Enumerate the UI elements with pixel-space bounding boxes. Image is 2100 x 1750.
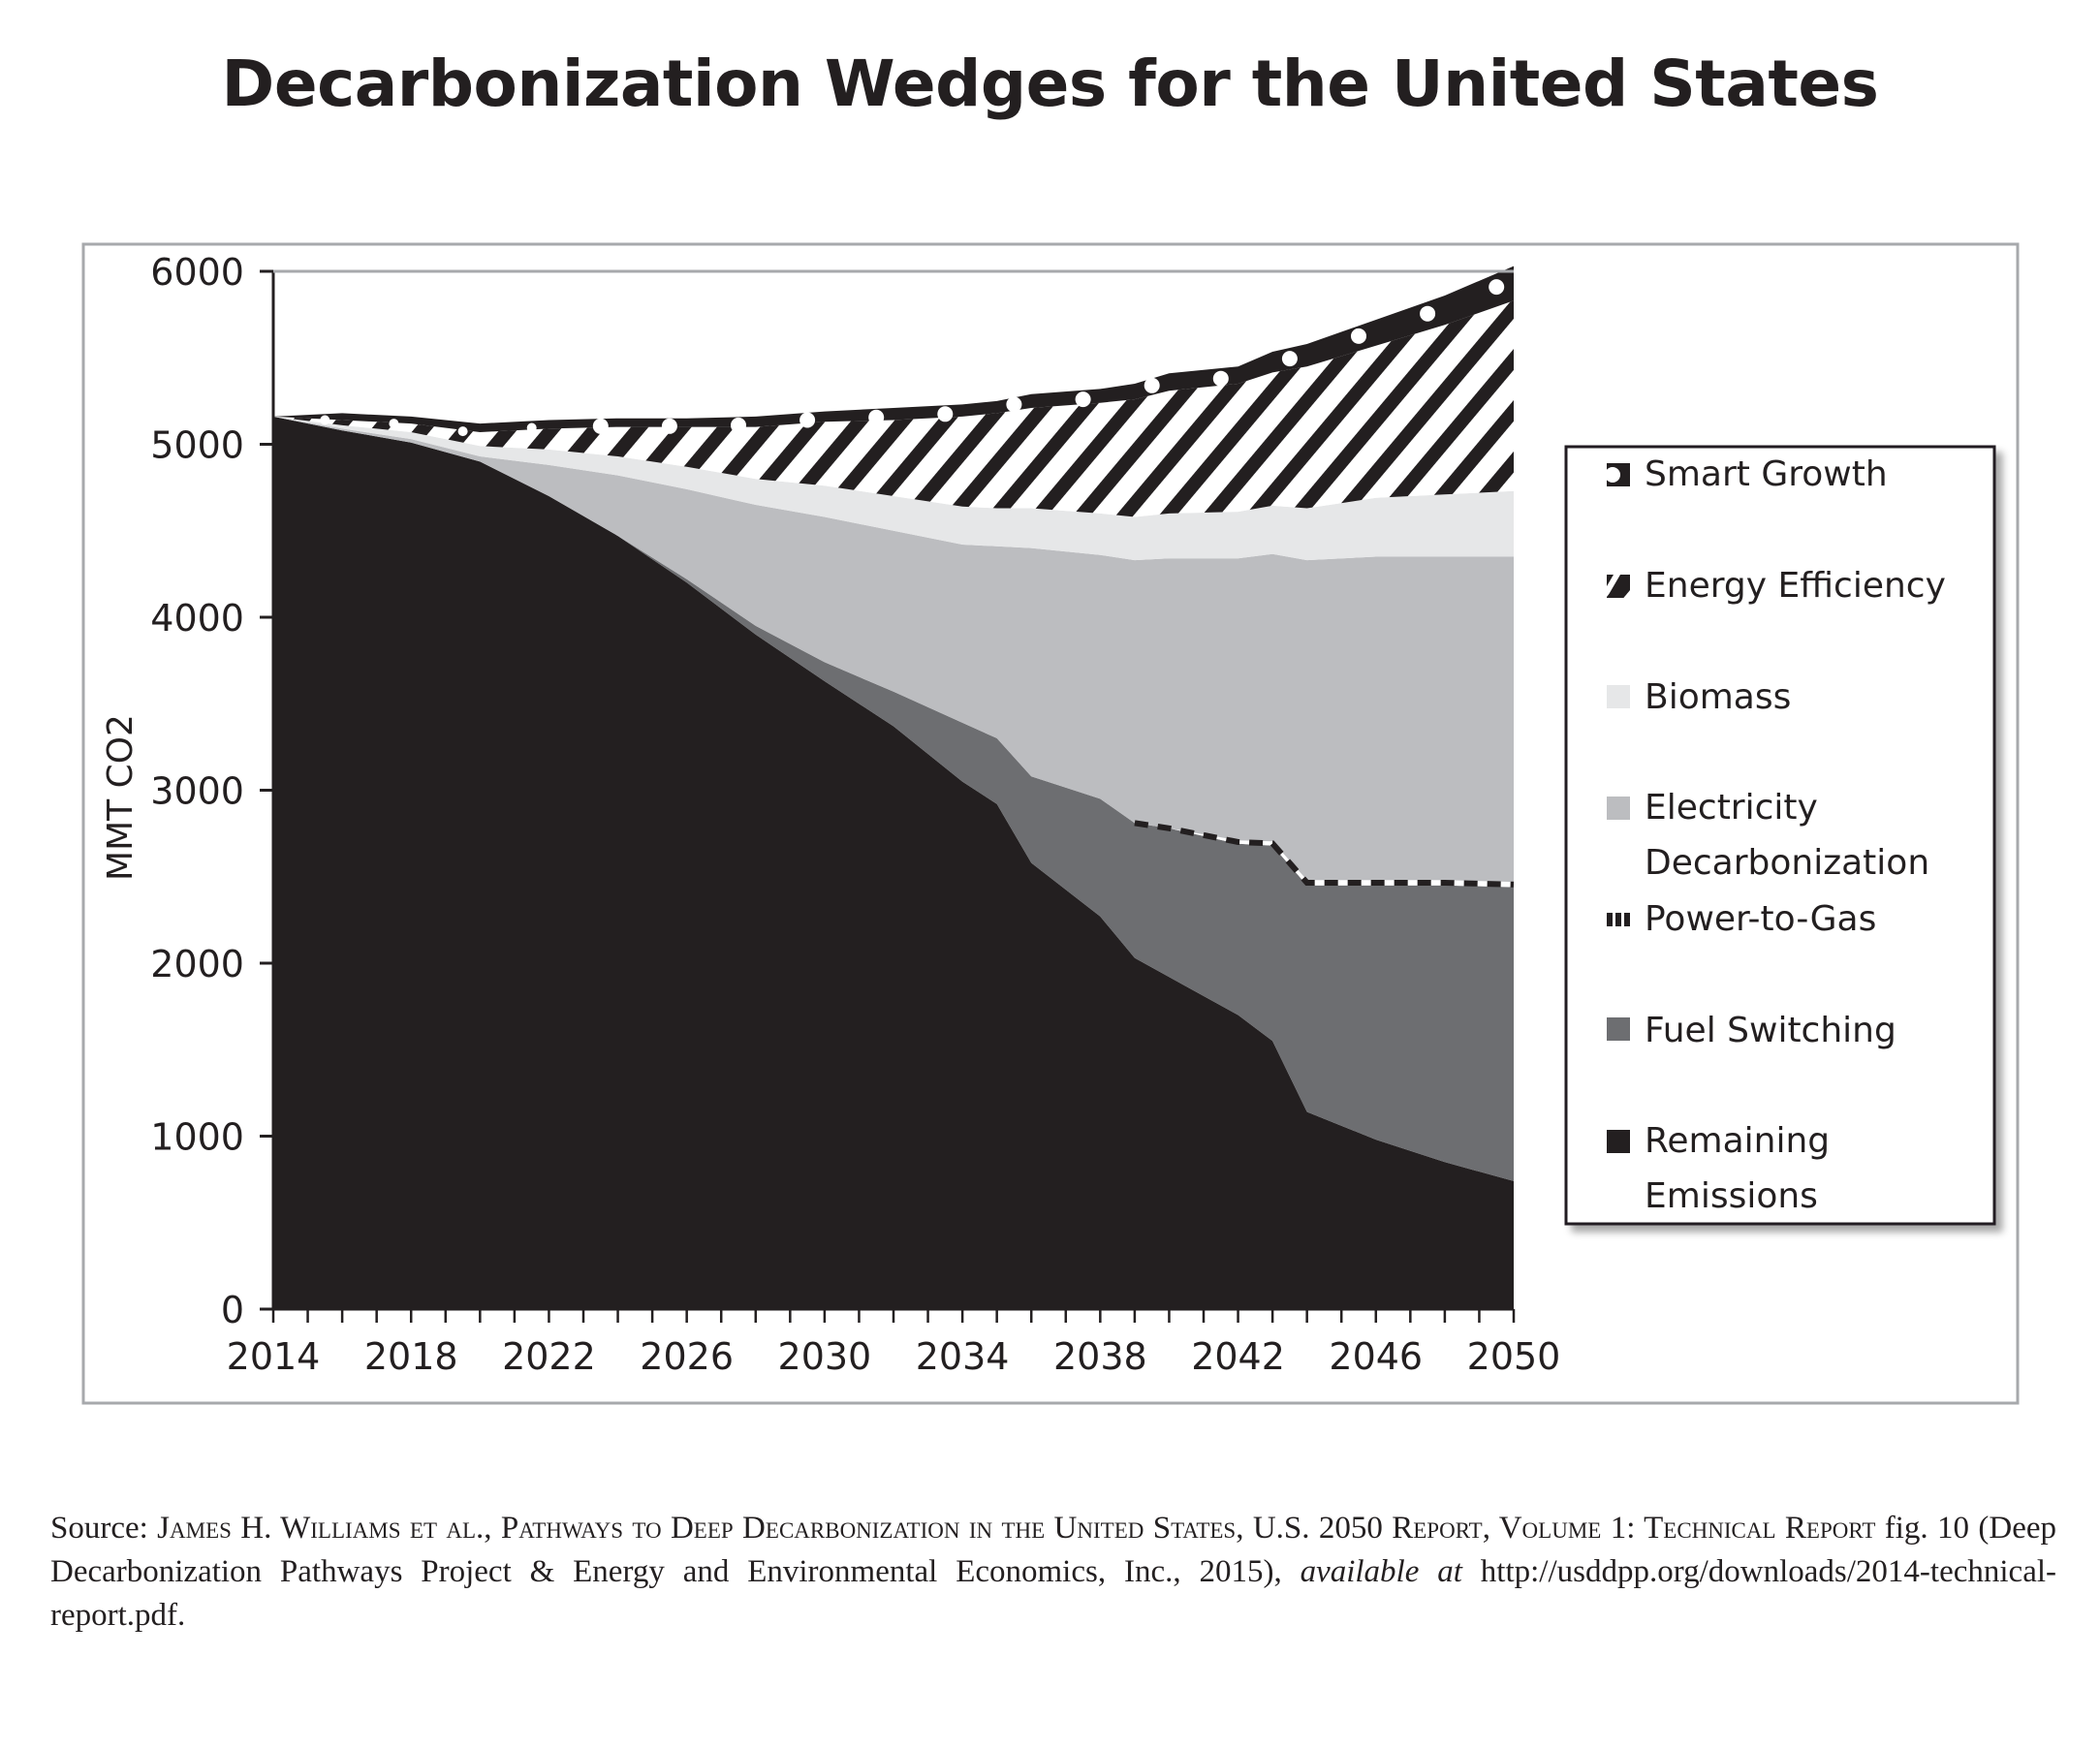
y-tick-label: 6000	[150, 251, 244, 294]
y-tick-label: 4000	[150, 597, 244, 640]
legend-swatch-smart-growth	[1605, 463, 1630, 486]
legend-swatch-remaining-emissions	[1607, 1130, 1630, 1153]
stacked-areas	[273, 266, 1515, 1309]
x-tick-label: 2038	[1053, 1335, 1147, 1378]
source-url: http://usddpp.org/downloads/2014-technic…	[50, 1554, 2056, 1633]
smart-growth-dot	[526, 422, 537, 433]
smart-growth-dot	[1144, 377, 1160, 393]
y-tick-label: 2000	[150, 943, 244, 985]
x-tick-label: 2046	[1329, 1335, 1423, 1378]
legend-item-remaining-emissions: Remaining Emissions	[1607, 1121, 1830, 1216]
smart-growth-dot	[1006, 396, 1022, 413]
smart-growth-dot	[457, 426, 468, 437]
smart-growth-dot	[937, 406, 954, 422]
legend-swatch-fuel-switching	[1607, 1017, 1630, 1041]
smart-growth-dot	[1420, 305, 1436, 322]
x-tick-label: 2042	[1191, 1335, 1285, 1378]
legend-label-remaining: Remaining	[1645, 1121, 1830, 1161]
source-prefix: Source:	[50, 1511, 158, 1546]
x-tick-label: 2014	[227, 1335, 321, 1378]
chart-frame	[81, 242, 2020, 1405]
y-axis-label: MMT CO2	[101, 714, 141, 881]
area-remaining-emissions	[273, 416, 1514, 1309]
x-tick-label: 2050	[1467, 1335, 1561, 1378]
source-available-at: available at	[1300, 1554, 1462, 1589]
x-tick-label: 2018	[364, 1335, 458, 1378]
x-tick-label: 2030	[778, 1335, 872, 1378]
legend-swatch-electricity	[1607, 797, 1630, 820]
smart-growth-dot	[1489, 279, 1505, 296]
legend: Smart Growth Energy Efficiency Biomass E…	[1564, 445, 1996, 1226]
legend-label-fuel-switching: Fuel Switching	[1645, 1011, 1896, 1050]
y-tick-label: 1000	[150, 1116, 244, 1159]
area-fuel-switching	[273, 416, 1514, 1181]
legend-label-energy-efficiency: Energy Efficiency	[1645, 566, 1946, 606]
power-to-gas-line	[1134, 820, 1515, 888]
smart-growth-dot	[1281, 351, 1298, 367]
legend-swatch-energy-efficiency	[1607, 575, 1630, 598]
smart-growth-dot	[592, 418, 609, 434]
legend-label-electricity-line2: Decarbonization	[1645, 843, 1929, 883]
smart-growth-dot	[1351, 328, 1366, 344]
smart-growth-dot	[389, 419, 399, 429]
legend-label-electricity: Electricity	[1645, 788, 1818, 828]
x-tick-label: 2022	[502, 1335, 596, 1378]
smart-growth-dot	[1075, 391, 1091, 408]
source-citation: Source: James H. Williams et al., Pathwa…	[50, 1507, 2056, 1638]
smart-growth-dot	[868, 409, 885, 425]
y-tick-label: 0	[221, 1289, 244, 1331]
area-energy-efficiency	[273, 300, 1514, 517]
legend-swatch-biomass	[1607, 685, 1630, 708]
y-tick-label: 3000	[150, 770, 244, 813]
smart-growth-dot	[661, 418, 677, 434]
legend-label-biomass: Biomass	[1645, 677, 1791, 717]
smart-growth-dot	[731, 417, 746, 433]
smart-growth-dot	[799, 412, 816, 428]
source-authors-title: James H. Williams et al., Pathways to De…	[157, 1511, 1876, 1546]
legend-item-smart-growth: Smart Growth	[1605, 454, 1888, 494]
x-tick-label: 2034	[916, 1335, 1010, 1378]
legend-item-biomass: Biomass	[1607, 677, 1791, 717]
legend-item-power-to-gas: Power-to-Gas	[1607, 899, 1876, 939]
legend-label-smart-growth: Smart Growth	[1645, 454, 1888, 494]
axes	[260, 269, 1516, 1323]
legend-item-energy-efficiency: Energy Efficiency	[1607, 566, 1946, 606]
smart-growth-dot	[1212, 370, 1229, 387]
legend-label-remaining-line2: Emissions	[1645, 1176, 1818, 1216]
area-electricity-decarbonization	[273, 416, 1514, 883]
y-tick-label: 5000	[150, 424, 244, 467]
area-biomass	[273, 416, 1514, 561]
legend-label-power-to-gas: Power-to-Gas	[1645, 899, 1876, 939]
x-tick-label: 2026	[640, 1335, 734, 1378]
tick-labels: 0 1000 2000 3000 4000 5000 6000 2014 2018 2022 202…	[150, 251, 1560, 1378]
chart-title: Decarbonization Wedges for the United St…	[221, 47, 1879, 121]
legend-swatch-power-to-gas	[1607, 913, 1630, 926]
legend-box	[1564, 445, 1996, 1226]
legend-item-fuel-switching: Fuel Switching	[1607, 1011, 1896, 1050]
source-details: fig. 10 (Deep Decarbonization Pathways P…	[50, 1511, 2056, 1589]
legend-item-electricity-decarbonization: Electricity Decarbonization	[1607, 788, 1929, 883]
smart-growth-dot	[320, 415, 330, 425]
